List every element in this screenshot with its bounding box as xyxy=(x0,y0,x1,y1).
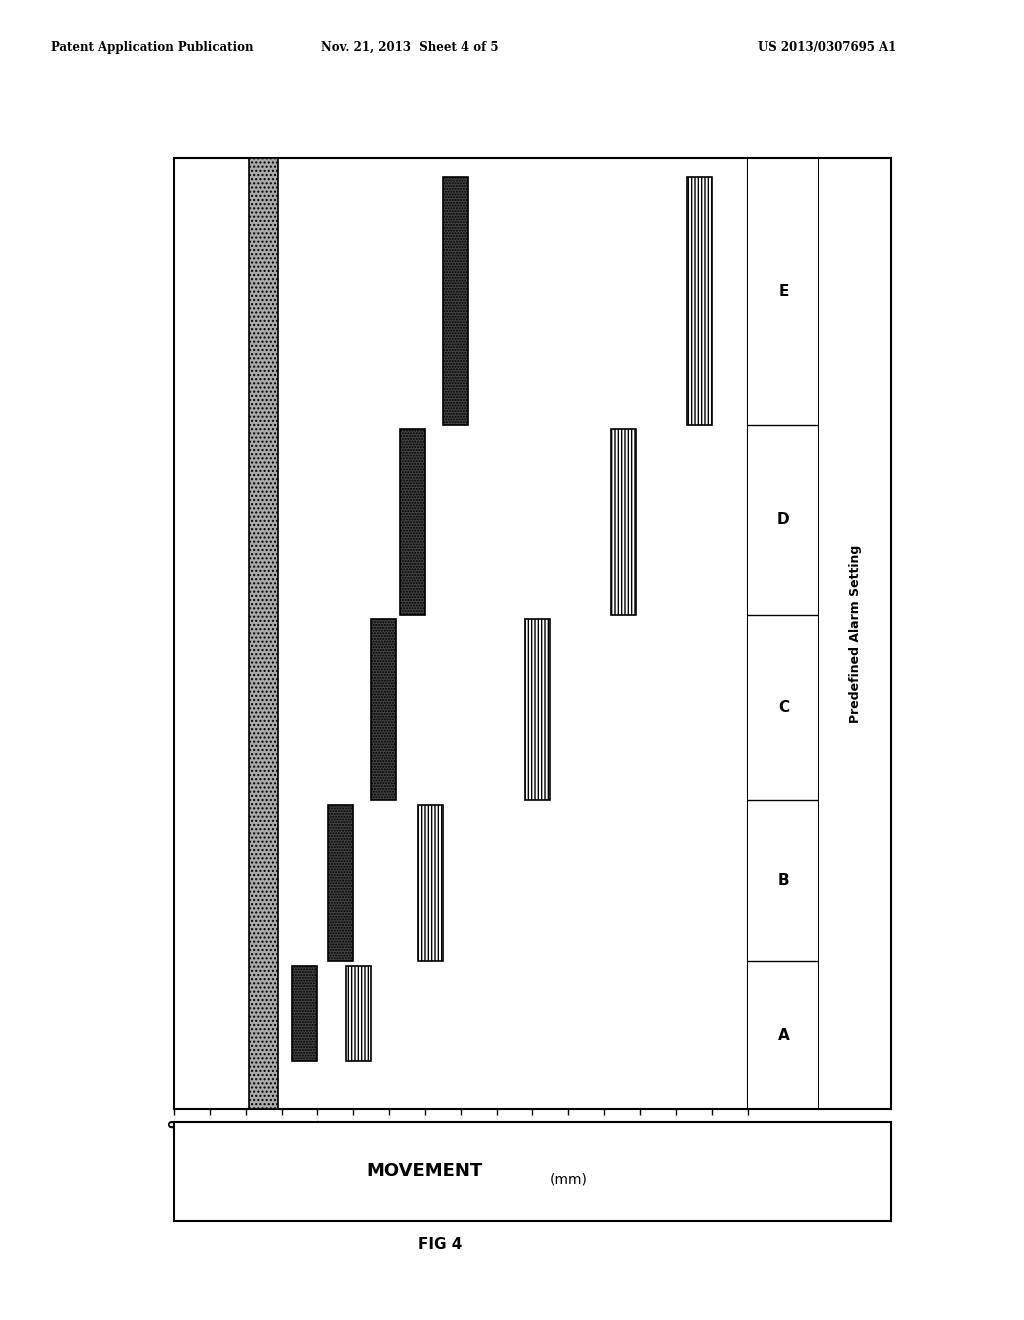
Bar xyxy=(611,429,637,615)
Bar xyxy=(687,177,712,425)
Bar xyxy=(293,966,317,1061)
Text: B: B xyxy=(777,874,790,888)
Bar xyxy=(328,805,353,961)
Text: C: C xyxy=(778,700,788,714)
Text: (mm): (mm) xyxy=(550,1172,587,1187)
Bar xyxy=(399,429,425,615)
Text: FIG 4: FIG 4 xyxy=(418,1237,463,1253)
Bar xyxy=(442,177,468,425)
Text: Patent Application Publication: Patent Application Publication xyxy=(51,41,254,54)
Bar xyxy=(525,619,551,800)
Text: Predefined Alarm Setting: Predefined Alarm Setting xyxy=(849,544,861,723)
Text: US 2013/0307695 A1: US 2013/0307695 A1 xyxy=(758,41,896,54)
Bar xyxy=(418,805,443,961)
Bar xyxy=(250,158,279,1109)
Text: MOVEMENT: MOVEMENT xyxy=(367,1163,483,1180)
Text: E: E xyxy=(778,284,788,298)
Text: Nov. 21, 2013  Sheet 4 of 5: Nov. 21, 2013 Sheet 4 of 5 xyxy=(321,41,499,54)
Bar xyxy=(372,619,396,800)
Text: D: D xyxy=(777,512,790,527)
Bar xyxy=(346,966,372,1061)
Text: A: A xyxy=(777,1028,790,1043)
